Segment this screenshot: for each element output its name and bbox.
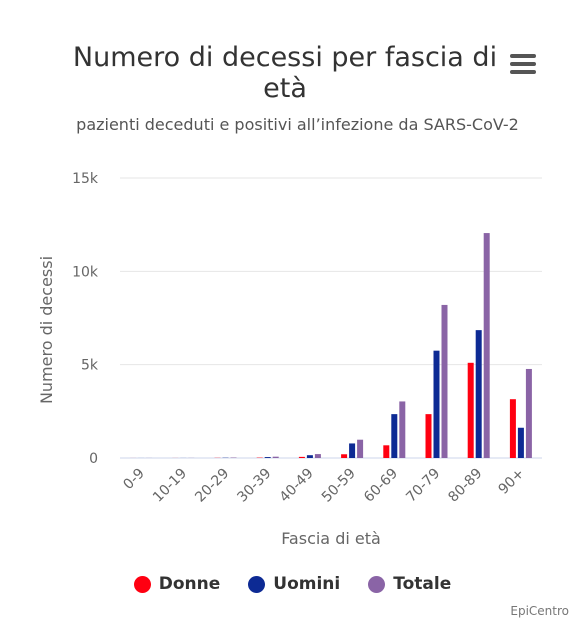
y-tick-label: 5k xyxy=(81,358,99,374)
x-tick-label: 60-69 xyxy=(361,466,401,506)
x-tick-label: 30-39 xyxy=(234,466,274,506)
menu-line xyxy=(510,54,536,58)
y-tick-label: 15k xyxy=(72,171,99,187)
legend-label-donne: Donne xyxy=(158,574,221,594)
menu-line xyxy=(510,62,536,66)
bar-totale xyxy=(314,454,321,458)
bar-uomini xyxy=(306,455,313,458)
x-tick-label: 70-79 xyxy=(403,466,443,506)
menu-line xyxy=(510,70,536,74)
bar-donne xyxy=(383,445,390,458)
x-tick-label: 80-89 xyxy=(445,466,485,506)
legend-marker-uomini xyxy=(248,575,266,593)
bar-donne xyxy=(425,414,432,458)
legend-label-totale: Totale xyxy=(393,574,452,594)
chart-subtitle: pazienti deceduti e positivi all’infezio… xyxy=(76,115,519,134)
x-tick-label: 50-59 xyxy=(319,466,359,506)
legend-item-totale[interactable]: Totale xyxy=(368,574,451,594)
hamburger-menu-icon[interactable] xyxy=(510,50,540,78)
legend-item-donne[interactable]: Donne xyxy=(133,574,221,594)
x-tick-label: 20-29 xyxy=(192,466,232,506)
bar-uomini xyxy=(264,457,271,458)
bar-uomini xyxy=(433,350,440,458)
x-tick-label: 0-9 xyxy=(120,466,147,493)
credits-link[interactable]: EpiCentro xyxy=(510,604,569,618)
x-tick-label: 40-49 xyxy=(277,466,317,506)
bar-totale xyxy=(441,304,448,458)
x-tick-label: 10-19 xyxy=(150,466,190,506)
x-tick-label: 90+ xyxy=(496,466,528,498)
bar-donne xyxy=(298,456,305,458)
chart-legend: Donne Uomini Totale xyxy=(0,574,585,594)
bar-donne xyxy=(509,399,516,458)
bar-uomini xyxy=(517,427,524,458)
bar-totale xyxy=(272,456,279,458)
bar-uomini xyxy=(349,443,356,458)
bar-uomini xyxy=(391,414,398,458)
legend-marker-donne xyxy=(133,575,151,593)
bar-totale xyxy=(399,401,406,458)
bar-donne xyxy=(341,454,348,458)
bar-totale xyxy=(357,439,364,458)
bar-chart: 0 5k 10k 15k 0-9 10-19 20-29 30-39 40-49 50-59 60-… xyxy=(37,171,542,548)
bar-donne xyxy=(467,362,474,458)
bar-totale xyxy=(483,233,490,458)
legend-marker-totale xyxy=(368,575,386,593)
bar-totale xyxy=(525,368,532,458)
y-tick-label: 10k xyxy=(72,264,99,280)
legend-label-uomini: Uomini xyxy=(273,574,341,594)
y-axis-title: Numero di decessi xyxy=(37,256,56,404)
chart-title: Numero di decessi per fascia di età xyxy=(72,42,498,104)
y-tick-label: 0 xyxy=(89,451,98,467)
x-axis-title: Fascia di età xyxy=(281,529,381,548)
legend-item-uomini[interactable]: Uomini xyxy=(248,574,340,594)
bar-uomini xyxy=(475,330,482,458)
